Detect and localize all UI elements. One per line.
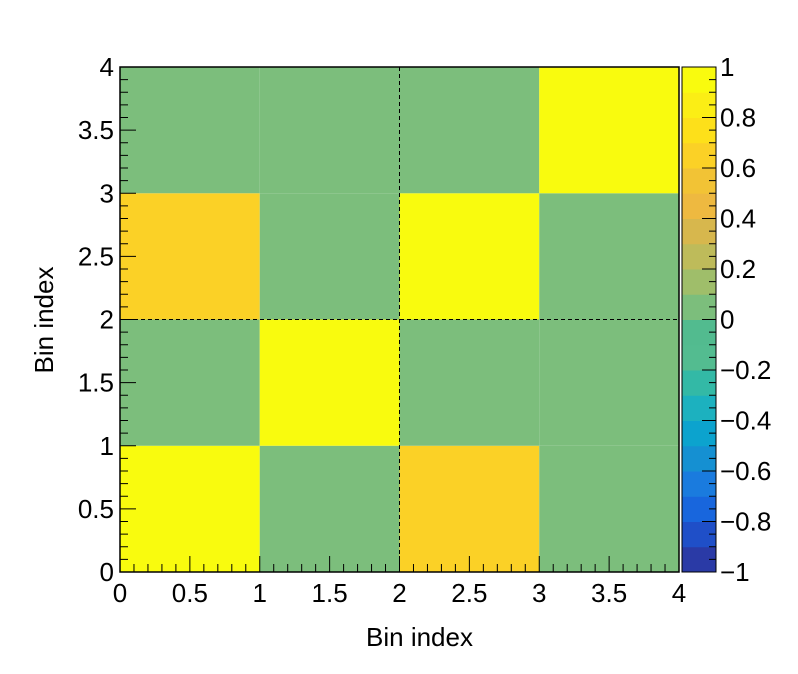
- heatmap-cell-0-1: [120, 319, 260, 446]
- x-tick-label: 3: [532, 578, 546, 608]
- y-tick-label: 1.5: [78, 368, 114, 398]
- x-tick-label: 3.5: [591, 578, 627, 608]
- heatmap-cell-2-2: [399, 193, 540, 320]
- divider-lines: [120, 67, 679, 572]
- color-bar-tick-label: 0.4: [720, 204, 756, 234]
- y-tick-label: 0: [100, 557, 114, 587]
- y-tick-label: 4: [100, 52, 114, 82]
- heatmap-cell-2-0: [399, 445, 540, 572]
- heatmap-cell-0-3: [120, 67, 260, 194]
- color-bar-tick-label: −0.2: [720, 355, 771, 385]
- x-tick-label: 1.5: [312, 578, 348, 608]
- y-tick-label: 3.5: [78, 115, 114, 145]
- heatmap-cell-1-1: [259, 319, 400, 446]
- color-bar: [681, 66, 717, 573]
- color-bar-tick-label: 1: [720, 52, 734, 82]
- y-tick-label: 1: [100, 431, 114, 461]
- x-tick-label: 1: [253, 578, 267, 608]
- y-tick-label: 2.5: [78, 241, 114, 271]
- x-tick-label: 2.5: [451, 578, 487, 608]
- x-axis-title: Bin index: [366, 622, 473, 652]
- x-tick-label: 0: [113, 578, 127, 608]
- heatmap-cell-0-0: [120, 445, 260, 572]
- y-axis-title: Bin index: [29, 267, 59, 374]
- heatmap-cell-3-1: [539, 319, 679, 446]
- x-tick-label: 0.5: [172, 578, 208, 608]
- heatmap-cell-3-0: [539, 445, 679, 572]
- y-axis-ticks: 0 0.5 1 1.5 2 2.5 3 3.5 4: [78, 52, 136, 587]
- heatmap-cell-1-3: [259, 67, 400, 194]
- heatmap-cell-1-0: [259, 445, 400, 572]
- color-bar-tick-label: 0.6: [720, 153, 756, 183]
- x-tick-label: 4: [672, 578, 686, 608]
- heatmap-cell-1-2: [259, 193, 400, 320]
- y-tick-label: 2: [100, 305, 114, 335]
- color-bar-tick-label: −0.8: [720, 507, 771, 537]
- color-bar-tick-label: −0.6: [720, 456, 771, 486]
- x-tick-label: 2: [392, 578, 406, 608]
- color-bar-tick-label: −0.4: [720, 406, 771, 436]
- y-tick-label: 3: [100, 178, 114, 208]
- color-bar-ticks: 1 0.8 0.6 0.4 0.2 0 −0.2 −0.4 −0.6 −0.8 −1: [702, 52, 771, 587]
- heatmap-cell-0-2: [120, 193, 260, 320]
- heatmap-cell-2-3: [399, 67, 540, 194]
- color-bar-tick-label: −1: [720, 557, 750, 587]
- color-bar-tick-label: 0.2: [720, 254, 756, 284]
- heatmap-cell-2-1: [399, 319, 540, 446]
- x-axis-ticks: 0 0.5 1 1.5 2 2.5 3 3.5 4: [113, 556, 686, 608]
- y-tick-label: 0.5: [78, 494, 114, 524]
- heatmap-cell-3-2: [539, 193, 679, 320]
- heatmap-cell-3-3: [539, 67, 679, 194]
- color-bar-tick-label: 0: [720, 305, 734, 335]
- color-bar-tick-label: 0.8: [720, 103, 756, 133]
- heatmap-cells: [120, 67, 679, 572]
